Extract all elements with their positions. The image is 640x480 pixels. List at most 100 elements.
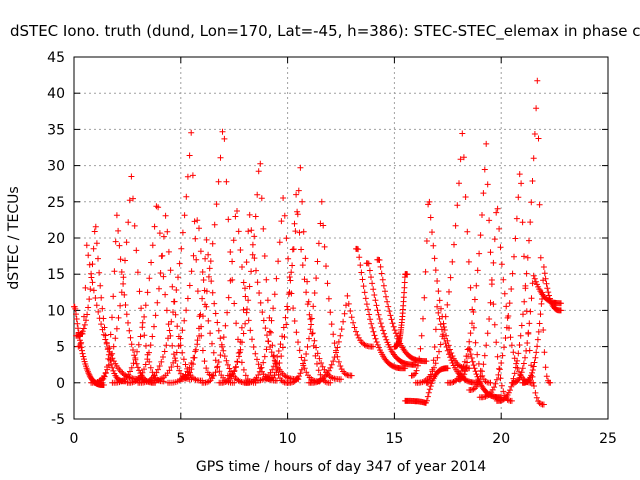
data-point	[271, 291, 278, 298]
data-point	[169, 283, 176, 290]
data-point	[96, 315, 103, 322]
data-point	[278, 218, 285, 225]
data-point	[115, 314, 122, 321]
data-point	[174, 323, 181, 330]
data-point	[76, 343, 83, 350]
data-point	[287, 277, 294, 284]
data-point	[220, 334, 227, 341]
data-point	[299, 262, 306, 269]
data-point	[543, 373, 550, 380]
data-point	[319, 363, 326, 370]
data-point	[256, 290, 263, 296]
data-point	[516, 342, 523, 348]
data-point	[179, 327, 186, 334]
data-point	[363, 301, 370, 308]
data-point	[348, 372, 355, 379]
data-point	[207, 330, 214, 337]
data-point	[86, 296, 93, 303]
data-point	[362, 295, 369, 302]
data-point	[113, 325, 120, 332]
data-point	[164, 228, 171, 235]
data-point	[225, 294, 232, 301]
data-point	[317, 371, 324, 378]
data-point	[268, 317, 275, 324]
data-point	[451, 378, 458, 385]
data-point	[476, 378, 483, 385]
data-point	[171, 298, 178, 305]
data-point	[199, 269, 206, 275]
data-point	[159, 252, 166, 259]
data-point	[194, 288, 201, 295]
data-point	[388, 316, 395, 323]
data-point	[486, 316, 493, 322]
data-point	[462, 194, 469, 200]
data-point	[517, 332, 524, 339]
data-point	[360, 283, 367, 290]
data-point	[507, 334, 514, 341]
data-point	[249, 241, 256, 248]
data-point	[333, 349, 339, 356]
data-point	[221, 135, 228, 142]
data-point	[222, 322, 229, 329]
data-point	[325, 295, 332, 302]
data-point	[467, 330, 474, 337]
data-point	[477, 373, 484, 380]
data-point	[91, 228, 98, 235]
data-point	[418, 332, 425, 339]
data-point	[335, 358, 342, 365]
y-axis-label: dSTEC / TECUs	[6, 186, 22, 289]
data-point	[82, 284, 89, 291]
data-point	[215, 178, 222, 185]
data-point	[473, 282, 480, 289]
data-point	[341, 310, 348, 317]
data-point	[330, 331, 337, 338]
data-point	[466, 338, 473, 345]
data-point	[139, 324, 146, 331]
data-point	[522, 354, 528, 361]
data-point	[376, 316, 383, 322]
data-point	[190, 361, 196, 368]
data-point	[271, 357, 278, 364]
data-point	[248, 227, 255, 234]
data-point	[371, 292, 378, 298]
data-point	[279, 344, 286, 351]
data-point	[519, 219, 526, 226]
data-point	[488, 281, 495, 288]
data-point	[240, 366, 247, 373]
data-point	[535, 328, 542, 335]
data-point	[498, 261, 505, 268]
data-point	[301, 357, 308, 364]
data-point	[83, 242, 90, 249]
y-tick-label: 25	[47, 195, 65, 211]
series-arc	[444, 140, 515, 404]
data-point	[276, 360, 283, 366]
data-point	[542, 275, 549, 282]
data-point	[306, 311, 313, 318]
data-point	[188, 366, 195, 373]
data-point	[123, 239, 130, 246]
data-point	[146, 275, 153, 282]
data-point	[80, 353, 87, 360]
data-point	[283, 321, 290, 328]
data-point	[278, 353, 285, 360]
data-point	[189, 172, 196, 179]
data-point	[383, 336, 390, 343]
data-point	[276, 239, 283, 246]
data-point	[518, 369, 525, 376]
data-point	[296, 373, 302, 380]
data-point	[125, 371, 132, 378]
data-point	[476, 250, 483, 257]
data-point	[503, 303, 510, 310]
data-point	[413, 367, 420, 374]
data-point	[162, 291, 169, 298]
data-point	[480, 361, 487, 368]
data-point	[491, 384, 498, 391]
data-point	[181, 212, 188, 219]
data-point	[297, 370, 304, 377]
data-point	[238, 324, 245, 331]
data-point	[432, 267, 439, 274]
data-point	[441, 335, 448, 342]
data-point	[535, 135, 542, 142]
data-point	[89, 279, 96, 286]
data-point	[536, 201, 543, 208]
